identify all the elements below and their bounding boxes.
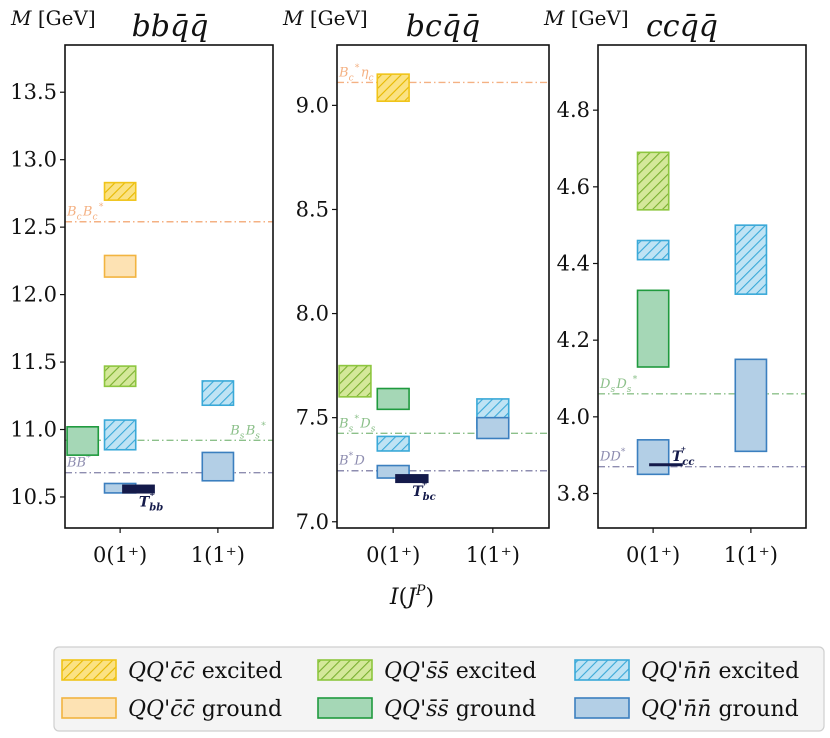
svg-text:QQ's̄s̄ excited: QQ's̄s̄ excited — [384, 659, 536, 684]
panel-2: bcq̄q̄ M [GeV] Bc * ηc Bs * Ds B* D Tbc⁺ 7.0… — [282, 6, 550, 567]
bar-cc-gr — [103, 254, 137, 278]
y-axis-label: M [GeV] — [10, 6, 96, 30]
legend-item-nn-exc: QQ'n̄n̄ excited — [574, 659, 799, 684]
y-tick-label: 4.0 — [557, 405, 590, 429]
bound-state-bar — [395, 474, 429, 484]
bar-cc-exc — [376, 73, 410, 103]
x-tick-label: 0(1⁺) — [366, 543, 420, 567]
legend: QQ'c̄c̄ excited QQ'c̄c̄ ground QQ's̄s̄ exc… — [53, 646, 825, 732]
bar-nn-gr — [636, 439, 670, 476]
bar-ss-gr — [636, 289, 670, 368]
threshold-label: Bs Bs * — [229, 421, 267, 441]
axes-frame — [336, 44, 550, 529]
x-tick-label: 1(1⁺) — [191, 543, 245, 567]
x-axis-label: I(JP) — [389, 583, 434, 610]
y-tick-label: 4.6 — [557, 175, 590, 199]
x-tick-label: 0(1⁺) — [93, 543, 147, 567]
panel-3: ccq̄q̄ M [GeV] Ds Ds * DD* Tcc⁺ 3.8 4.0 4.2 4.… — [543, 6, 807, 567]
y-tick-label: 11.0 — [10, 418, 57, 442]
svg-text:QQ'n̄n̄ ground: QQ'n̄n̄ ground — [641, 697, 799, 722]
y-tick-label: 4.2 — [557, 328, 590, 352]
threshold-label: B* D — [338, 452, 365, 469]
y-tick-label: 4.8 — [557, 98, 590, 122]
legend-item-ss-gr: QQ's̄s̄ ground — [317, 697, 536, 722]
bar-nn-exc — [636, 239, 670, 261]
x-tick-label: 1(1⁺) — [724, 543, 778, 567]
svg-text:QQ's̄s̄ ground: QQ's̄s̄ ground — [384, 697, 536, 722]
svg-text:QQ'c̄c̄ excited: QQ'c̄c̄ excited — [128, 659, 283, 684]
panel-title: ccq̄q̄ — [646, 9, 718, 44]
legend-item-cc-exc: QQ'c̄c̄ excited — [61, 659, 283, 684]
y-tick-label: 13.5 — [10, 80, 57, 104]
y-tick-label: 12.5 — [10, 215, 57, 239]
y-tick-label: 12.0 — [10, 283, 57, 307]
threshold-label: Ds Ds * — [599, 375, 639, 395]
bar-cc-exc — [103, 181, 137, 201]
bar-ss-gr — [376, 387, 410, 411]
y-axis-label: M [GeV] — [543, 6, 629, 30]
y-tick-label: 10.5 — [10, 485, 57, 509]
bar-nn-exc — [201, 380, 235, 407]
bar-nn-exc — [103, 419, 137, 451]
y-tick-label: 8.0 — [296, 302, 329, 326]
threshold-label: Bc Bc * — [66, 203, 105, 223]
x-tick-label: 1(1⁺) — [466, 543, 520, 567]
y-tick-label: 9.0 — [296, 93, 329, 117]
panel-title: bcq̄q̄ — [406, 9, 480, 44]
bar-ss-exc — [103, 365, 137, 388]
y-tick-label: 4.4 — [557, 252, 590, 276]
bar-nn-gr — [734, 358, 768, 453]
svg-text:QQ'c̄c̄ ground: QQ'c̄c̄ ground — [128, 697, 282, 722]
panel-1: bbq̄q̄ M [GeV] Bc Bc * Bs Bs * BB* Tbb⁺ 10.… — [10, 6, 274, 567]
threshold-label: BB* — [66, 454, 92, 471]
legend-item-ss-exc: QQ's̄s̄ excited — [317, 659, 536, 684]
legend-item-cc-gr: QQ'c̄c̄ ground — [61, 697, 282, 722]
y-tick-label: 11.5 — [10, 350, 57, 374]
svg-text:QQ'n̄n̄ excited: QQ'n̄n̄ excited — [641, 659, 799, 684]
y-tick-label: 7.0 — [296, 510, 329, 534]
y-axis-label: M [GeV] — [282, 6, 368, 30]
bar-ss-exc — [338, 364, 372, 398]
y-tick-label: 13.0 — [10, 148, 57, 172]
y-tick-label: 7.5 — [296, 406, 329, 430]
panel-title: bbq̄q̄ — [132, 9, 209, 44]
bar-ss-gr — [66, 426, 100, 456]
y-tick-label: 3.8 — [557, 482, 590, 506]
axes-frame — [64, 44, 274, 529]
bar-nn-gr — [476, 416, 510, 440]
bound-state-bar — [122, 484, 155, 494]
bound-state-label: Tbc⁺ — [412, 479, 436, 503]
bar-ss-exc — [636, 151, 670, 211]
bar-nn-gr — [201, 451, 235, 482]
bar-nn-exc — [734, 224, 768, 295]
y-tick-label: 8.5 — [296, 197, 329, 221]
legend-item-nn-gr: QQ'n̄n̄ ground — [574, 697, 799, 722]
threshold-label: Bc * ηc — [338, 63, 375, 83]
threshold-label: DD* — [599, 448, 627, 465]
bound-state-label: Tbb⁺ — [139, 490, 163, 514]
bar-nn-exc — [376, 435, 410, 452]
x-tick-label: 0(1⁺) — [626, 543, 680, 567]
threshold-label: Bs * Ds — [338, 414, 377, 434]
axes-frame — [597, 44, 807, 529]
bound-state-label: Tcc⁺ — [672, 444, 695, 468]
